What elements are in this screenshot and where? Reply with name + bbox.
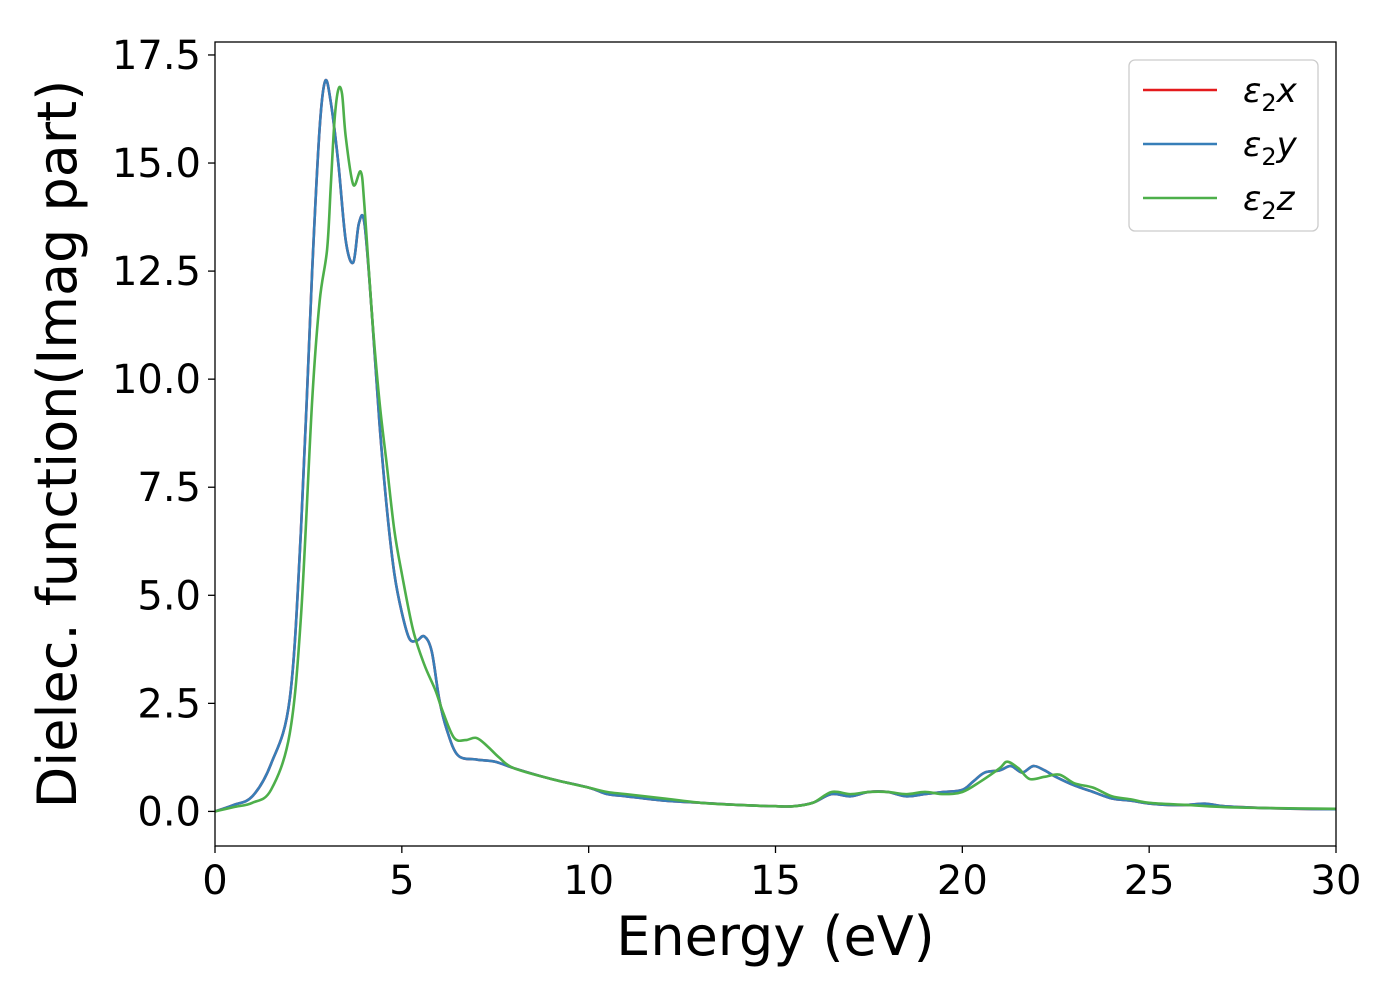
y-axis-title: Dielec. function(Imag part) (26, 80, 89, 809)
legend-entry-x: ε2x (1143, 71, 1298, 117)
y-tick-label: 2.5 (137, 681, 201, 727)
x-tick-label: 5 (389, 858, 414, 904)
y-tick-label: 0.0 (137, 789, 201, 835)
y-axis: 0.0 2.5 5.0 7.5 10.0 12.5 15.0 17.5 (112, 33, 215, 835)
x-axis: 0 5 10 15 20 25 30 (202, 846, 1361, 904)
x-tick-label: 10 (563, 858, 614, 904)
x-tick-label: 15 (750, 858, 801, 904)
y-tick-label: 17.5 (112, 33, 201, 79)
x-tick-label: 20 (937, 858, 988, 904)
y-tick-label: 10.0 (112, 357, 201, 403)
legend-box (1128, 59, 1319, 232)
x-tick-label: 30 (1311, 858, 1362, 904)
legend-entry-z: ε2z (1143, 179, 1296, 225)
legend-label: ε2z (1243, 179, 1296, 225)
series-line-y (215, 78, 1336, 813)
y-tick-label: 12.5 (112, 249, 201, 295)
y-tick-label: 5.0 (137, 573, 201, 619)
x-axis-title: Energy (eV) (616, 905, 935, 968)
legend-label: ε2x (1243, 71, 1298, 117)
legend-label: ε2y (1243, 125, 1298, 171)
series-line-z (215, 85, 1336, 813)
y-tick-label: 15.0 (112, 141, 201, 187)
x-tick-label: 25 (1124, 858, 1175, 904)
x-tick-label: 0 (202, 858, 227, 904)
legend: ε2x ε2y ε2z (1128, 59, 1319, 232)
y-tick-label: 7.5 (137, 465, 201, 511)
series-layer (215, 78, 1336, 813)
legend-entry-y: ε2y (1143, 125, 1298, 171)
